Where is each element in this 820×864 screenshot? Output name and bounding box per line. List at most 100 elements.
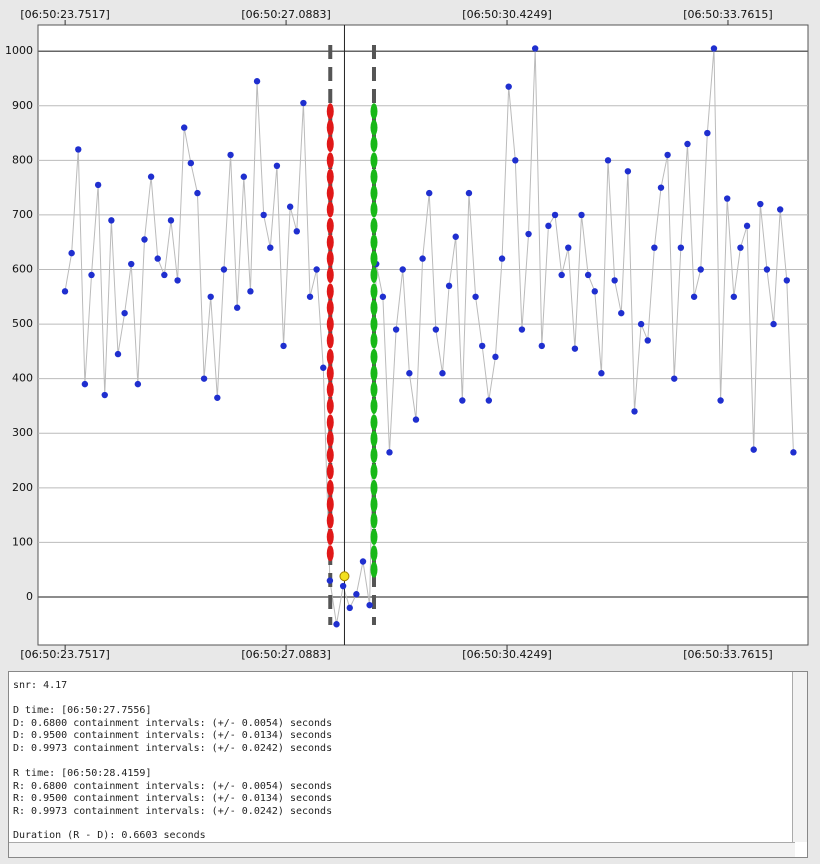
point bbox=[326, 332, 334, 349]
vertical-scrollbar[interactable] bbox=[792, 672, 807, 842]
point bbox=[253, 78, 261, 85]
point bbox=[326, 119, 334, 136]
point bbox=[370, 348, 378, 365]
x-tick-label: [06:50:33.7615] bbox=[683, 8, 772, 21]
text-line: Duration (R - D): 0.6603 seconds bbox=[13, 830, 206, 841]
y-tick-label: 100 bbox=[12, 535, 33, 548]
point bbox=[68, 249, 75, 257]
y-tick-label: 1000 bbox=[5, 44, 33, 57]
point bbox=[326, 365, 334, 382]
point bbox=[326, 463, 334, 480]
point bbox=[505, 83, 512, 90]
point bbox=[326, 496, 334, 513]
point bbox=[370, 397, 378, 414]
point bbox=[333, 621, 340, 628]
point bbox=[370, 365, 378, 382]
point bbox=[88, 271, 95, 279]
point bbox=[286, 203, 294, 210]
point bbox=[426, 189, 433, 197]
point bbox=[730, 293, 738, 300]
point bbox=[370, 168, 378, 185]
point bbox=[320, 364, 327, 371]
point bbox=[370, 447, 378, 464]
text-line: D: 0.6800 containment intervals: (+/- 0.… bbox=[13, 717, 333, 729]
point bbox=[412, 416, 420, 423]
text-line: D time: [06:50:27.7556] bbox=[13, 705, 152, 716]
y-tick-label: 300 bbox=[12, 426, 33, 439]
point bbox=[657, 184, 665, 191]
point bbox=[770, 320, 777, 328]
chart: 0 100 200 300 400 500 600 700 800 900 1000 [06:50:2… bbox=[5, 8, 809, 661]
point bbox=[399, 266, 406, 273]
point bbox=[326, 201, 334, 218]
point bbox=[141, 236, 148, 243]
point bbox=[704, 129, 711, 137]
point bbox=[359, 558, 367, 565]
point bbox=[737, 244, 744, 251]
x-tick-label: [06:50:33.7615] bbox=[683, 648, 772, 661]
point bbox=[611, 277, 618, 284]
point bbox=[370, 185, 378, 202]
point bbox=[339, 582, 347, 590]
point bbox=[604, 157, 612, 164]
text-line: R: 0.6800 containment intervals: (+/- 0.… bbox=[13, 780, 333, 792]
point bbox=[406, 370, 413, 377]
point bbox=[326, 185, 334, 202]
point bbox=[757, 200, 764, 208]
point bbox=[326, 528, 334, 545]
point bbox=[121, 309, 128, 317]
point bbox=[326, 447, 334, 464]
horizontal-scrollbar[interactable] bbox=[9, 842, 795, 857]
point bbox=[697, 266, 704, 273]
point bbox=[518, 326, 526, 333]
point bbox=[370, 135, 378, 152]
point bbox=[370, 250, 378, 267]
point bbox=[637, 320, 645, 328]
point bbox=[485, 397, 493, 404]
point bbox=[326, 397, 334, 414]
text-line: R: 0.9500 containment intervals: (+/- 0.… bbox=[13, 793, 333, 805]
y-tick-label: 0 bbox=[26, 590, 33, 603]
point bbox=[370, 266, 378, 283]
point bbox=[114, 350, 122, 358]
point bbox=[651, 244, 658, 251]
point bbox=[525, 230, 532, 238]
point bbox=[326, 168, 334, 185]
point bbox=[591, 288, 598, 295]
point bbox=[370, 430, 378, 447]
point bbox=[598, 370, 605, 377]
point bbox=[326, 266, 334, 283]
x-tick-label: [06:50:30.4249] bbox=[462, 8, 551, 21]
point bbox=[392, 326, 400, 333]
point bbox=[370, 119, 378, 136]
point bbox=[128, 260, 135, 268]
point bbox=[551, 211, 559, 219]
point bbox=[220, 266, 228, 273]
point bbox=[326, 512, 334, 529]
point bbox=[101, 391, 108, 399]
point bbox=[326, 299, 334, 316]
point bbox=[370, 561, 378, 578]
point bbox=[763, 266, 771, 273]
point bbox=[81, 380, 89, 388]
point bbox=[94, 181, 102, 189]
point bbox=[370, 479, 378, 496]
point bbox=[167, 217, 175, 224]
point bbox=[671, 375, 678, 382]
text-line: R: 0.9973 containment intervals: (+/- 0.… bbox=[13, 806, 333, 818]
point bbox=[273, 162, 281, 170]
point bbox=[379, 293, 387, 300]
point bbox=[538, 342, 545, 350]
point bbox=[326, 430, 334, 447]
point bbox=[459, 397, 466, 404]
text-line: R time: [06:50:28.4159] bbox=[13, 768, 152, 779]
point bbox=[370, 545, 378, 562]
point bbox=[370, 512, 378, 529]
y-tick-label: 900 bbox=[12, 99, 33, 112]
point bbox=[187, 159, 195, 167]
point bbox=[326, 348, 334, 365]
point bbox=[353, 591, 360, 598]
plot-area bbox=[37, 24, 809, 646]
point bbox=[267, 244, 274, 251]
